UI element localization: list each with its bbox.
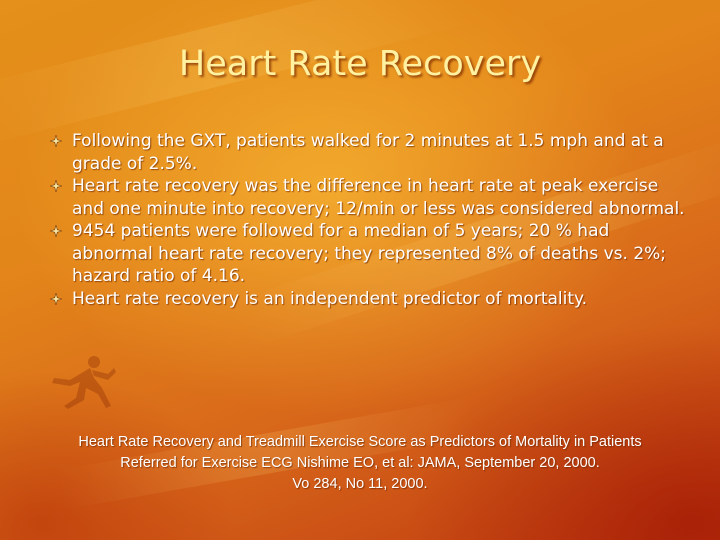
- bullet-text: Following the GXT, patients walked for 2…: [72, 131, 664, 174]
- bullet-item: Heart rate recovery was the difference i…: [50, 175, 690, 220]
- bullet-text: Heart rate recovery is an independent pr…: [72, 288, 588, 309]
- four-point-star-icon: [50, 135, 62, 147]
- bullet-item: Heart rate recovery is an independent pr…: [50, 288, 690, 311]
- citation-line: Heart Rate Recovery and Treadmill Exerci…: [78, 434, 642, 450]
- bullet-list: Following the GXT, patients walked for 2…: [50, 130, 690, 310]
- citation: Heart Rate Recovery and Treadmill Exerci…: [20, 432, 700, 495]
- four-point-star-icon: [50, 180, 62, 192]
- bullet-text: 9454 patients were followed for a median…: [72, 221, 667, 286]
- citation-line: Vo 284, No 11, 2000.: [292, 476, 428, 492]
- citation-line: Referred for Exercise ECG Nishime EO, et…: [120, 455, 600, 471]
- four-point-star-icon: [50, 292, 62, 305]
- sprinter-silhouette-icon: [52, 356, 116, 409]
- bullet-text: Heart rate recovery was the difference i…: [72, 176, 685, 219]
- bullet-item: Following the GXT, patients walked for 2…: [50, 130, 690, 175]
- slide-title: Heart Rate Recovery: [178, 44, 542, 84]
- four-point-star-icon: [50, 225, 62, 237]
- bullet-item: 9454 patients were followed for a median…: [50, 220, 690, 288]
